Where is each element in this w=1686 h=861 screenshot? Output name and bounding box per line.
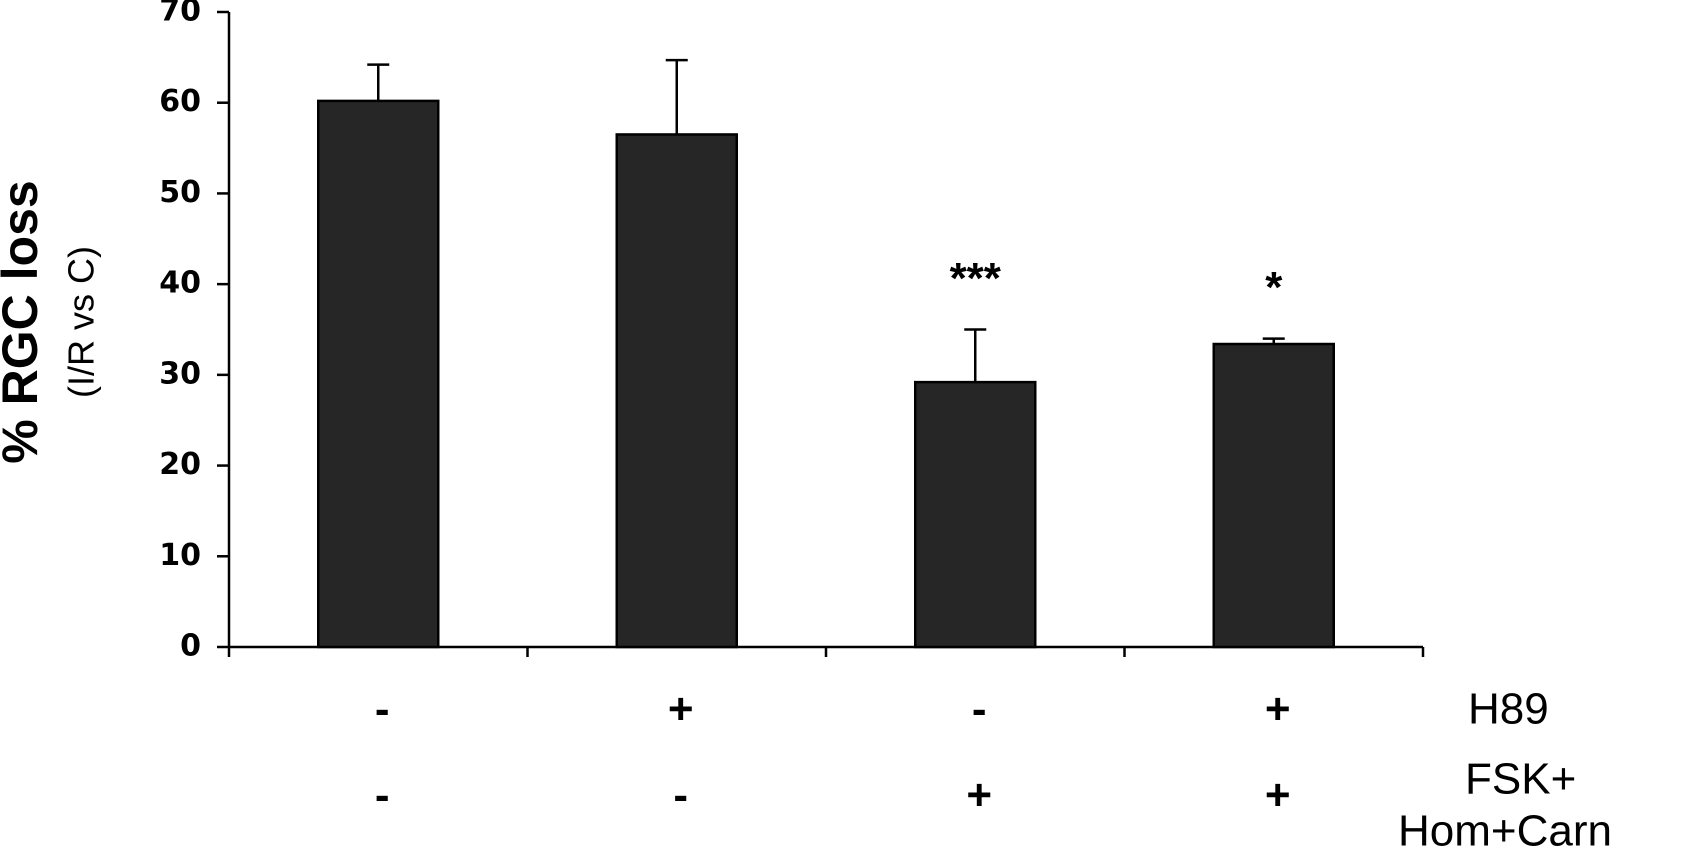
condition-name: Hom+Carn <box>1398 807 1612 856</box>
condition-sign: + <box>1265 685 1291 734</box>
significance-label: * <box>1265 263 1283 312</box>
y-tick-label: 20 <box>159 447 201 482</box>
condition-sign: + <box>1265 771 1291 820</box>
y-tick-label: 50 <box>159 175 201 210</box>
bar <box>914 380 1037 649</box>
condition-name: FSK+ <box>1465 755 1576 804</box>
significance-label: *** <box>950 254 1002 303</box>
bar <box>615 133 738 649</box>
y-tick-label: 40 <box>159 266 201 301</box>
y-tick-label: 0 <box>180 629 201 664</box>
y-axis-label: % RGC loss <box>0 180 48 463</box>
bar <box>317 99 440 649</box>
y-tick-label: 70 <box>159 0 201 29</box>
y-tick-label: 60 <box>159 84 201 119</box>
condition-sign: - <box>972 685 987 734</box>
bar <box>1212 342 1335 649</box>
y-tick-label: 30 <box>159 356 201 391</box>
condition-sign: + <box>668 685 694 734</box>
condition-name: H89 <box>1468 685 1549 734</box>
condition-sign: - <box>375 771 390 820</box>
condition-sign: + <box>966 771 992 820</box>
y-tick-label: 10 <box>159 538 201 573</box>
condition-sign: - <box>375 685 390 734</box>
y-axis-sublabel: (I/R vs C) <box>61 246 102 398</box>
condition-sign: - <box>673 771 688 820</box>
